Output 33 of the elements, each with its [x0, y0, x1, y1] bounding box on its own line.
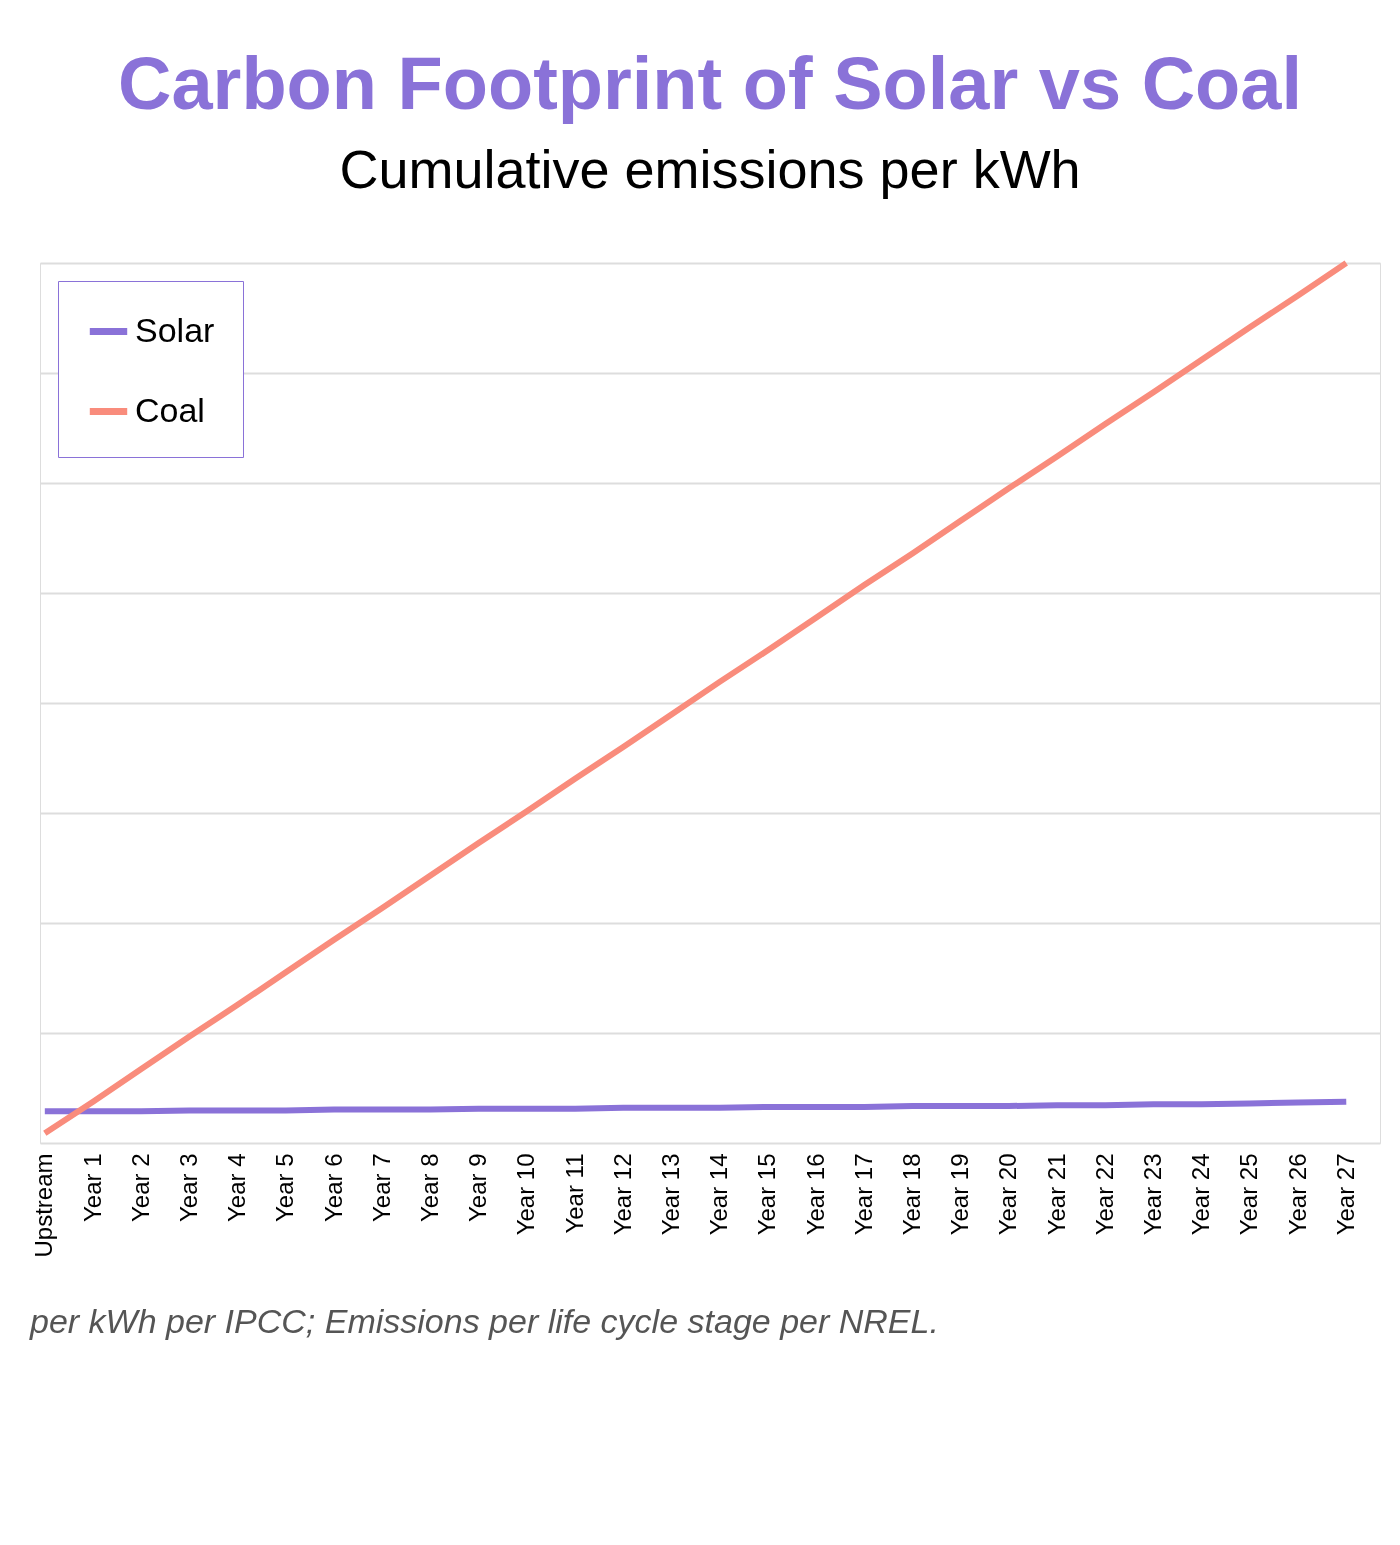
text: per kWh per IPCC; Emissions per life cycle stage per NREL. — [29, 1302, 939, 1340]
x-tick-label: Year 24 — [1187, 1153, 1215, 1236]
chart-subtitle: Cumulative emissions per kWh — [339, 139, 1081, 199]
x-tick-label: Year 22 — [1090, 1153, 1118, 1236]
x-tick-label: Year 10 — [512, 1153, 540, 1236]
x-tick-label: Year 2 — [126, 1153, 154, 1223]
x-tick-label: Year 18 — [897, 1153, 925, 1236]
x-tick-label: Year 12 — [608, 1153, 636, 1236]
legend-label: Solar — [135, 310, 215, 349]
x-tick-label: Year 9 — [464, 1153, 492, 1223]
x-tick-label: Year 20 — [994, 1153, 1022, 1236]
x-tick-label: Year 8 — [415, 1153, 443, 1223]
x-tick-label: Year 15 — [753, 1153, 781, 1236]
x-tick-label: Year 7 — [367, 1153, 395, 1223]
x-tick-label: Year 23 — [1138, 1153, 1166, 1236]
x-tick-label: Year 6 — [319, 1153, 347, 1223]
x-tick-label: Year 26 — [1283, 1153, 1311, 1236]
x-tick-label: Year 14 — [705, 1153, 733, 1236]
x-tick-label: Year 5 — [271, 1153, 299, 1223]
x-tick-label: Year 13 — [656, 1153, 684, 1236]
x-tick-label: Year 21 — [1042, 1153, 1070, 1236]
x-tick-label: Year 11 — [560, 1153, 588, 1234]
x-tick-label: Year 4 — [223, 1153, 251, 1223]
x-tick-label: Year 16 — [801, 1153, 829, 1236]
x-tick-label: Year 1 — [78, 1153, 106, 1223]
x-tick-label: Year 19 — [946, 1153, 974, 1236]
x-tick-label: Upstream — [30, 1153, 58, 1258]
x-tick-label: Year 3 — [174, 1153, 202, 1223]
legend-label: Coal — [135, 390, 205, 429]
x-tick-label: Year 25 — [1235, 1153, 1263, 1236]
x-tick-label: Year 17 — [849, 1153, 877, 1236]
chart-title: Carbon Footprint of Solar vs Coal — [117, 42, 1303, 125]
x-tick-label: Year 27 — [1331, 1153, 1359, 1236]
